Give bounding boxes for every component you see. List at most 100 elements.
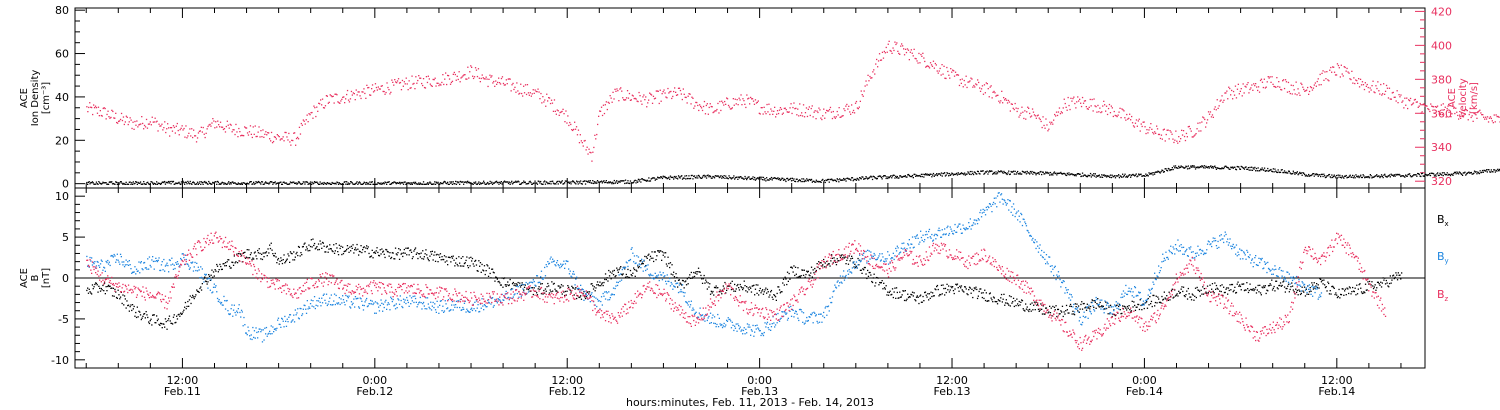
density-series-point bbox=[366, 181, 368, 184]
velocity-series-point bbox=[286, 136, 288, 138]
density-series-point bbox=[882, 176, 884, 178]
density-series-point bbox=[171, 180, 173, 183]
bx-series-point bbox=[92, 288, 94, 290]
velocity-series-point bbox=[820, 117, 822, 119]
bx-series-point bbox=[380, 253, 382, 255]
density-series-point bbox=[456, 181, 458, 183]
velocity-series-point bbox=[550, 99, 553, 101]
density-series-point bbox=[641, 178, 644, 180]
density-series-point bbox=[1322, 175, 1324, 178]
velocity-series-point bbox=[600, 106, 603, 108]
bx-series-point bbox=[395, 253, 397, 255]
density-series-point bbox=[839, 178, 841, 180]
bx-series-point bbox=[91, 284, 94, 286]
bx-series-point bbox=[471, 260, 473, 262]
density-series-point bbox=[533, 182, 535, 184]
density-series-point bbox=[176, 182, 179, 185]
velocity-series-point bbox=[1044, 127, 1046, 129]
density-series-point bbox=[911, 175, 913, 178]
velocity-series-point bbox=[697, 104, 699, 107]
density-series-point bbox=[499, 182, 502, 184]
density-series-point bbox=[1182, 167, 1185, 169]
velocity-series-point bbox=[1475, 114, 1477, 116]
density-series-point bbox=[123, 182, 125, 185]
density-series-point bbox=[152, 183, 155, 185]
density-series-point bbox=[280, 181, 282, 183]
velocity-series-point bbox=[907, 49, 910, 51]
velocity-series-point bbox=[1043, 124, 1045, 127]
density-series-point bbox=[766, 177, 768, 179]
bx-series-point bbox=[300, 252, 302, 254]
density-series-point bbox=[1383, 174, 1385, 176]
density-series-point bbox=[1482, 171, 1484, 173]
bx-series-point bbox=[176, 318, 179, 320]
velocity-series-point bbox=[1256, 86, 1258, 88]
density-series-point bbox=[289, 183, 291, 185]
velocity-series-point bbox=[556, 109, 558, 111]
density-series-point bbox=[1107, 175, 1109, 178]
density-series-point bbox=[1340, 177, 1343, 179]
density-series-point bbox=[1389, 176, 1391, 178]
velocity-series-point bbox=[770, 108, 772, 110]
velocity-series-point bbox=[589, 151, 591, 153]
velocity-series-point bbox=[305, 119, 307, 121]
density-series-point bbox=[823, 180, 826, 182]
velocity-series-point bbox=[554, 110, 556, 112]
density-series-point bbox=[1466, 172, 1468, 174]
velocity-series-point bbox=[1227, 98, 1229, 100]
velocity-series-point bbox=[1242, 83, 1244, 85]
density-series-point bbox=[1264, 170, 1266, 172]
bx-series-point bbox=[133, 305, 135, 308]
velocity-series-point bbox=[877, 66, 879, 68]
density-series-point bbox=[1123, 175, 1125, 177]
density-series-point bbox=[176, 182, 178, 185]
density-series-point bbox=[612, 181, 614, 183]
velocity-series-point bbox=[980, 88, 983, 90]
density-series-point bbox=[199, 181, 201, 183]
velocity-series-point bbox=[790, 103, 792, 105]
velocity-series-point bbox=[1205, 126, 1207, 128]
velocity-series-point bbox=[245, 127, 247, 129]
velocity-series-point bbox=[1378, 90, 1380, 92]
bx-series-point bbox=[269, 244, 271, 246]
velocity-series-point bbox=[833, 116, 835, 118]
density-series-point bbox=[516, 181, 518, 183]
density-series-point bbox=[1178, 167, 1181, 169]
density-series-point bbox=[198, 182, 200, 184]
density-series-point bbox=[545, 181, 547, 183]
bx-series-point bbox=[475, 264, 478, 266]
density-series-point bbox=[760, 178, 762, 180]
density-series-point bbox=[688, 175, 690, 177]
density-series-point bbox=[184, 183, 186, 185]
velocity-series-point bbox=[1362, 84, 1365, 86]
velocity-series-point bbox=[278, 136, 280, 138]
bx-series-point bbox=[386, 249, 388, 251]
density-series-point bbox=[1295, 172, 1297, 174]
bx-series-point bbox=[293, 259, 296, 261]
velocity-series-point bbox=[1068, 104, 1070, 107]
density-series-point bbox=[1016, 172, 1018, 174]
density-series-point bbox=[1253, 168, 1255, 170]
velocity-series-point bbox=[1491, 120, 1493, 122]
density-series-point bbox=[1304, 175, 1307, 177]
velocity-series-point bbox=[1281, 89, 1283, 91]
velocity-series-point bbox=[795, 107, 797, 109]
density-series-point bbox=[711, 177, 713, 179]
bx-series-point bbox=[517, 281, 519, 284]
velocity-series-point bbox=[234, 133, 236, 136]
density-series-point bbox=[621, 180, 623, 182]
velocity-series-point bbox=[140, 123, 142, 125]
density-series-point bbox=[1222, 167, 1224, 170]
density-series-point bbox=[1363, 175, 1365, 177]
density-series-point bbox=[1442, 174, 1444, 177]
density-series-point bbox=[1237, 166, 1239, 168]
density-series-point bbox=[772, 177, 774, 179]
density-series-point bbox=[782, 179, 785, 181]
density-series-point bbox=[123, 183, 126, 185]
density-series-point bbox=[1073, 174, 1076, 177]
velocity-series-point bbox=[802, 104, 805, 106]
velocity-series-point bbox=[1373, 91, 1375, 93]
density-series-point bbox=[764, 178, 766, 180]
velocity-series-point bbox=[587, 153, 589, 155]
velocity-series-point bbox=[516, 82, 518, 84]
